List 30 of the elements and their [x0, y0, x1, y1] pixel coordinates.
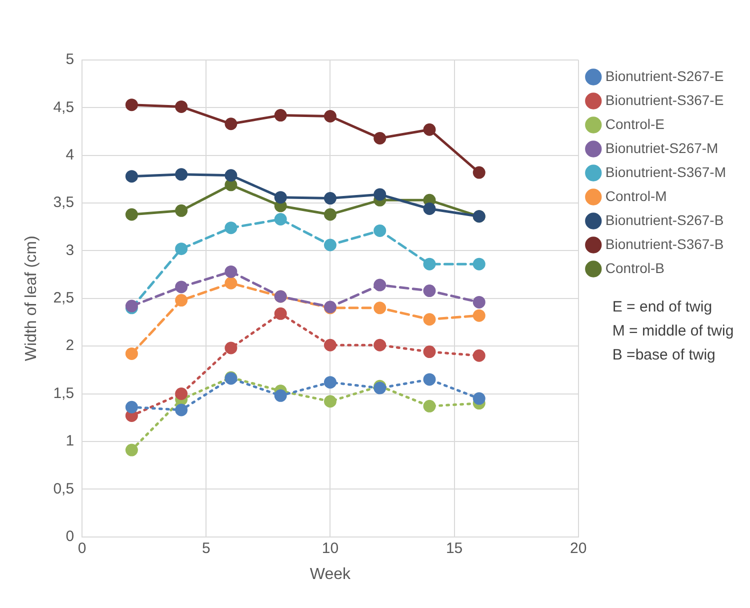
y-tick-label: 0,5: [53, 480, 74, 498]
y-tick-label: 3: [66, 242, 74, 259]
legend-label: Bionutrient-S267-B: [605, 212, 724, 228]
legend-label: Bionutriet-S267-M: [605, 140, 718, 156]
y-tick-label: 4,5: [53, 98, 74, 116]
legend-label: Bionutrient-S267-E: [605, 68, 724, 84]
x-tick-label: 15: [446, 540, 463, 557]
x-tick-label: 5: [202, 540, 210, 557]
text: M = middle of twig: [612, 322, 734, 340]
x-tick-label: 20: [570, 540, 587, 557]
legend-label: Bionutrient-S367-E: [605, 92, 724, 108]
legend-label: Control-M: [605, 188, 667, 204]
y-tick-label: 1: [66, 432, 74, 450]
y-tick-label: 1,5: [53, 384, 74, 402]
y-tick-label: 3,5: [53, 194, 74, 212]
y-tick-label: 2,5: [53, 290, 74, 307]
x-tick-label: 0: [78, 540, 86, 557]
legend-label: Control-B: [605, 260, 665, 276]
y-tick-label: 4: [66, 146, 74, 164]
text: B =base of twig: [612, 346, 716, 364]
x-axis-title: Week: [310, 566, 352, 583]
y-axis-title: Width of leaf (cm): [23, 236, 40, 362]
y-tick-label: 2: [66, 337, 74, 354]
x-tick-label: 10: [322, 540, 339, 557]
text: E = end of twig: [612, 298, 712, 316]
y-tick-label: 5: [66, 51, 74, 68]
legend-label: Control-E: [605, 116, 665, 132]
legend-label: Bionutrient-S367-M: [605, 164, 726, 180]
legend-label: Bionutrient-S367-B: [605, 236, 724, 252]
y-tick-label: 0: [66, 528, 74, 545]
